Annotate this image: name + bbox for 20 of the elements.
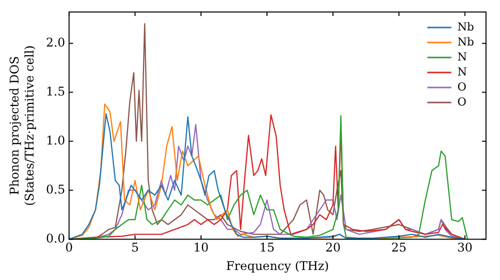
x-tick-label: 20 — [325, 240, 341, 255]
legend-label: Nb — [457, 20, 474, 34]
legend-label: Nb — [457, 35, 474, 48]
y-tick-label: 2.0 — [46, 35, 66, 50]
legend-label: N — [457, 65, 468, 78]
y-axis-title: Phonon projected DOS (States/THz·primitive cell) — [8, 45, 37, 206]
x-tick-label: 25 — [391, 240, 407, 255]
x-axis-title: Frequency (THz) — [226, 258, 329, 273]
x-tick-label: 0 — [65, 240, 73, 255]
x-tick-label: 15 — [259, 240, 275, 255]
y-tick-label: 1.0 — [46, 133, 66, 148]
y-tick-label: 0.5 — [46, 182, 66, 196]
legend-label: O — [457, 80, 466, 94]
y-tick-label: 0.0 — [46, 231, 66, 246]
y-tick-label: 1.5 — [46, 84, 66, 98]
legend-label: O — [457, 95, 466, 108]
x-tick-label: 30 — [457, 240, 473, 255]
x-tick-label: 5 — [131, 240, 139, 255]
x-tick-label: 10 — [193, 240, 209, 255]
legend-label: N — [457, 50, 468, 64]
